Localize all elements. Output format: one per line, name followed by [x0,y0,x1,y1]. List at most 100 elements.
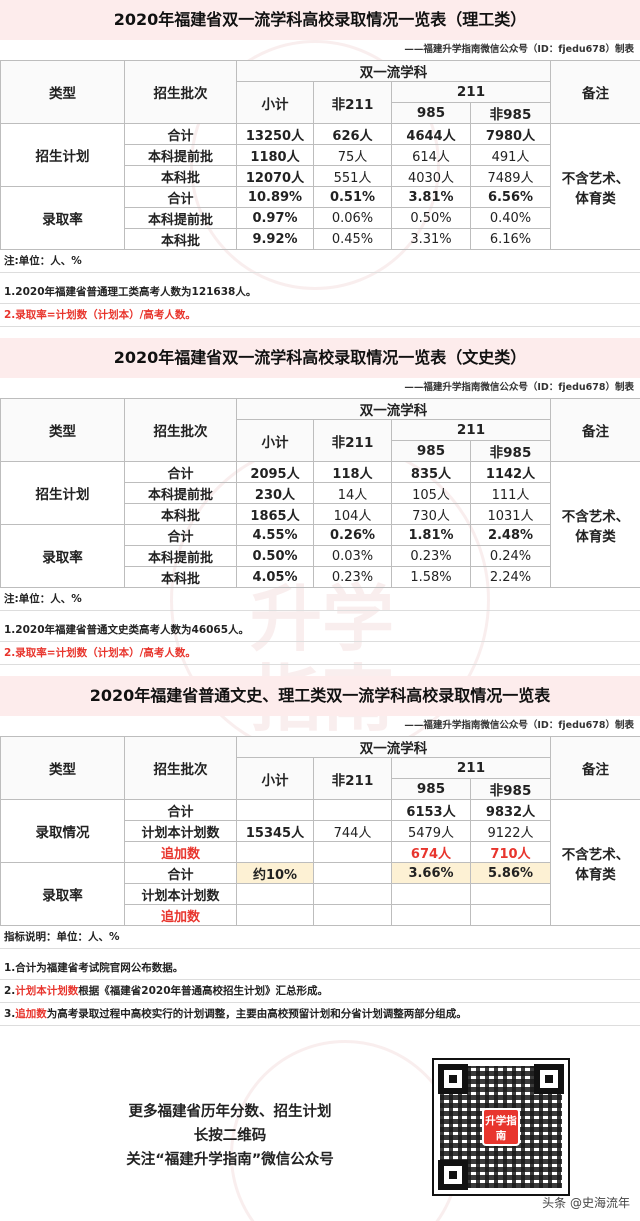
remark-line: 体育类 [575,528,616,545]
header-group: 双一流学科 [236,60,551,82]
category-admission: 录取情况 [0,799,125,863]
header-985: 985 [391,778,471,800]
admission-table-arts: 类型 招生批次 双一流学科 备注 小计 非211 211 985 非985 招生… [0,398,640,588]
table-row: 本科提前批 1180人 75人 614人 491人 [1,144,640,166]
cell-batch: 合计 [124,524,237,546]
cell-batch: 合计 [124,123,237,145]
section-science: 2020年福建省双一流学科高校录取情况一览表（理工类） ——福建升学指南微信公众… [0,0,640,327]
cell-subtotal: 13250人 [236,123,314,145]
header-985: 985 [391,440,471,462]
header-non985: 非985 [470,440,551,462]
credit-line: ——福建升学指南微信公众号（ID：fjedu678）制表 [404,720,634,731]
remark-line: 体育类 [575,190,616,207]
note-unit: 指标说明：单位：人、% [0,926,640,949]
cell-batch: 计划本计划数 [124,883,237,905]
note-prefix: 2. [4,985,16,997]
table-row: 录取情况 合计 6153人 9832人 不含艺术、 体育类 [0,799,640,926]
cell-non211: 104人 [313,503,392,525]
cell-985: 730人 [391,503,471,525]
header-subtotal: 小计 [236,757,314,800]
table-row: 追加数 674人 710人 [1,841,640,863]
note-source: 1.合计为福建省考试院官网公布数据。 [0,957,640,980]
cell-985 [391,904,471,926]
qr-code[interactable]: 升学指南 [432,1058,570,1196]
section-title: 2020年福建省双一流学科高校录取情况一览表（理工类） [0,0,640,40]
cell-985: 105人 [391,482,471,504]
cell-non985 [470,904,551,926]
cell-batch: 追加数 [124,841,237,863]
cell-batch: 本科提前批 [124,144,237,166]
credit-line: ——福建升学指南微信公众号（ID：fjedu678）制表 [404,382,634,393]
header-remark: 备注 [550,398,640,462]
qr-logo: 升学指南 [482,1108,520,1146]
cell-subtotal [236,799,314,821]
remark-line: 不含艺术、 [561,508,630,525]
note-prefix: 3. [4,1008,16,1020]
cell-985: 3.66% [391,862,471,884]
header-subtotal: 小计 [236,81,314,124]
cell-non985: 9122人 [470,820,551,842]
cell-batch: 合计 [124,461,237,483]
cell-batch: 本科批 [124,566,237,588]
note-formula-text: 2.录取率=计划数（计划本）/高考人数。 [4,647,196,659]
category-rate: 录取率 [0,524,125,588]
cell-985: 3.81% [391,186,471,208]
table-row: 招生计划 合计 13250人 626人 4644人 7980人 不含艺术、 体育… [0,123,640,250]
remark-cell: 不含艺术、 体育类 [550,123,640,250]
section-title: 2020年福建省双一流学科高校录取情况一览表（文史类） [0,338,640,378]
cell-985: 1.58% [391,566,471,588]
note-total: 1.2020年福建省普通理工类高考人数为121638人。 [0,281,640,304]
remark-line: 不含艺术、 [561,170,630,187]
cell-non211: 0.03% [313,545,392,567]
qr-finder-top-left [438,1064,468,1094]
header-non985: 非985 [470,102,551,124]
admission-table-science: 类型 招生批次 双一流学科 备注 小计 非211 211 985 非985 招生… [0,60,640,250]
header-non211: 非211 [313,81,392,124]
note-plan: 2.计划本计划数根据《福建省2020年普通高校招生计划》汇总形成。 [0,980,640,1003]
note-formula: 2.录取率=计划数（计划本）/高考人数。 [0,642,640,665]
table-row: 本科提前批 230人 14人 105人 111人 [1,482,640,504]
table-row: 本科批 9.92% 0.45% 3.31% 6.16% [1,228,640,250]
cell-985: 1.81% [391,524,471,546]
cell-batch: 合计 [124,862,237,884]
header-type: 类型 [0,60,125,124]
header-group: 双一流学科 [236,398,551,420]
promo-line: 长按二维码 [193,1128,267,1144]
header-group: 双一流学科 [236,736,551,758]
note-unit: 注:单位：人、% [0,250,640,273]
cell-batch: 本科批 [124,228,237,250]
cell-985: 614人 [391,144,471,166]
category-plan: 招生计划 [0,123,125,187]
category-rate: 录取率 [0,186,125,250]
cell-subtotal: 4.05% [236,566,314,588]
header-batch: 招生批次 [124,398,237,462]
cell-non211: 744人 [313,820,392,842]
remark-line: 不含艺术、 [561,846,630,863]
cell-subtotal: 1865人 [236,503,314,525]
source-credit: 头条 @史海流年 [542,1196,630,1210]
cell-subtotal [236,841,314,863]
promo-line: 关注“福建升学指南”微信公众号 [126,1152,334,1168]
cell-985: 3.31% [391,228,471,250]
cell-985: 6153人 [391,799,471,821]
cell-non211: 0.51% [313,186,392,208]
cell-non985: 1031人 [470,503,551,525]
cell-985: 0.23% [391,545,471,567]
cell-non985: 5.86% [470,862,551,884]
cell-non985: 7980人 [470,123,551,145]
header-subtotal: 小计 [236,419,314,462]
table-row: 本科提前批 0.50% 0.03% 0.23% 0.24% [1,545,640,567]
cell-subtotal: 15345人 [236,820,314,842]
header-remark: 备注 [550,60,640,124]
cell-batch: 计划本计划数 [124,820,237,842]
footer: 更多福建省历年分数、招生计划 长按二维码 关注“福建升学指南”微信公众号 升学指… [0,1030,640,1221]
note-unit: 注:单位：人、% [0,588,640,611]
cell-subtotal: 12070人 [236,165,314,187]
section-title: 2020年福建省普通文史、理工类双一流学科高校录取情况一览表 [0,676,640,716]
header-batch: 招生批次 [124,60,237,124]
cell-batch: 合计 [124,186,237,208]
header-211: 211 [391,81,551,103]
cell-batch: 本科提前批 [124,545,237,567]
section-arts: 2020年福建省双一流学科高校录取情况一览表（文史类） ——福建升学指南微信公众… [0,338,640,665]
table-row: 录取率 合计 10.89% 0.51% 3.81% 6.56% [0,186,640,250]
